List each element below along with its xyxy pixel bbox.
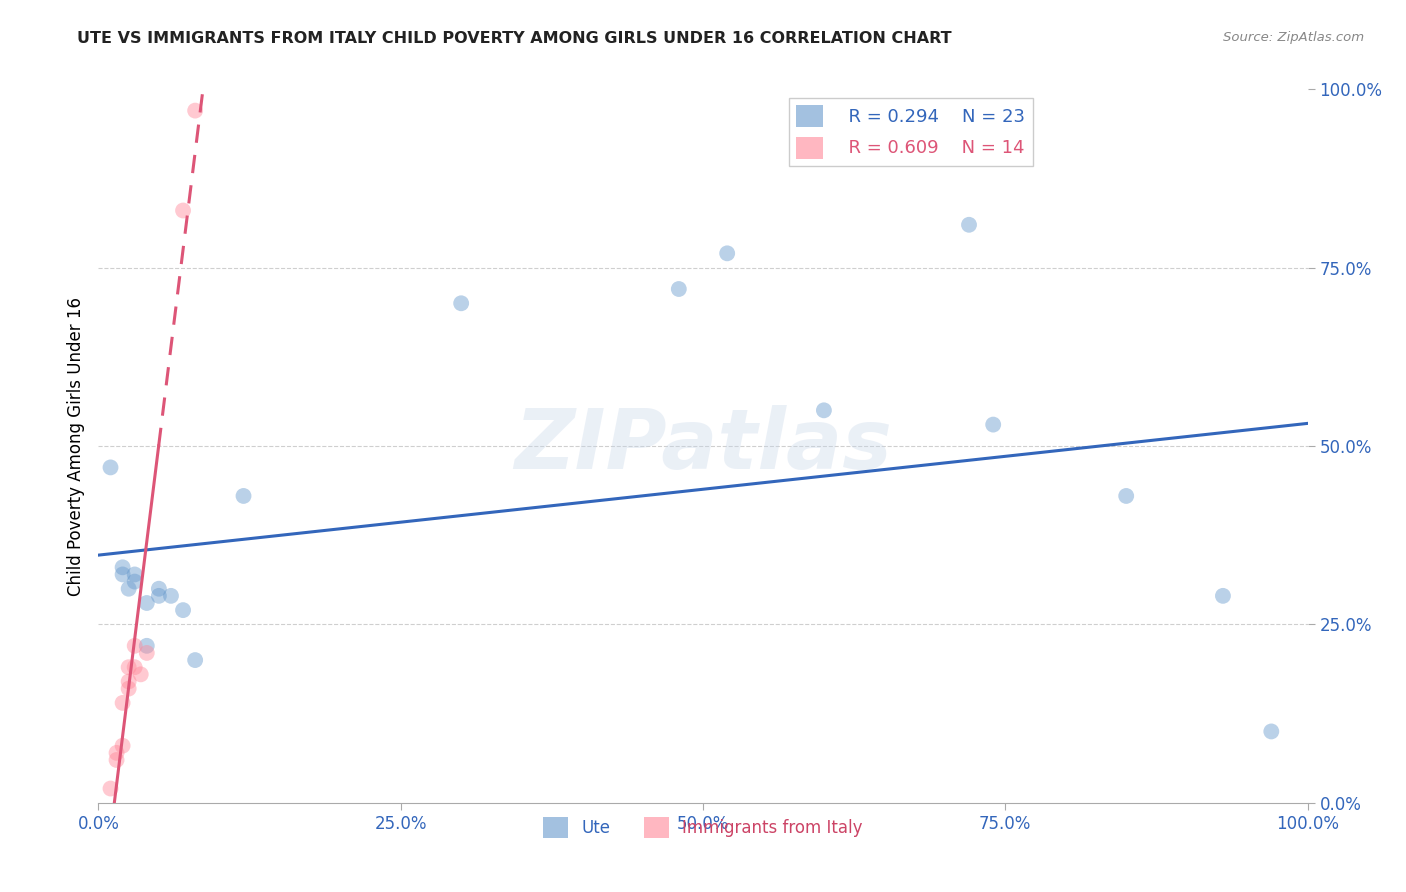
Point	[111, 696, 134, 710]
Point	[450, 296, 472, 310]
Text: Source: ZipAtlas.com: Source: ZipAtlas.com	[1223, 31, 1364, 45]
Point	[160, 589, 183, 603]
Text: ZIPatlas: ZIPatlas	[515, 406, 891, 486]
Point	[1212, 589, 1234, 603]
Point	[184, 103, 207, 118]
Point	[148, 582, 170, 596]
Legend: Ute, Immigrants from Italy: Ute, Immigrants from Italy	[537, 811, 869, 845]
Point	[105, 753, 128, 767]
Point	[172, 603, 194, 617]
Point	[135, 596, 157, 610]
Point	[1260, 724, 1282, 739]
Point	[129, 667, 152, 681]
Point	[184, 653, 207, 667]
Point	[232, 489, 254, 503]
Point	[111, 567, 134, 582]
Point	[124, 567, 146, 582]
Point	[118, 660, 141, 674]
Point	[981, 417, 1004, 432]
Text: UTE VS IMMIGRANTS FROM ITALY CHILD POVERTY AMONG GIRLS UNDER 16 CORRELATION CHAR: UTE VS IMMIGRANTS FROM ITALY CHILD POVER…	[77, 31, 952, 46]
Point	[100, 460, 122, 475]
Point	[124, 639, 146, 653]
Point	[118, 674, 141, 689]
Point	[105, 746, 128, 760]
Point	[111, 560, 134, 574]
Point	[813, 403, 835, 417]
Point	[135, 639, 157, 653]
Point	[148, 589, 170, 603]
Point	[716, 246, 738, 260]
Point	[172, 203, 194, 218]
Point	[118, 681, 141, 696]
Point	[957, 218, 980, 232]
Point	[111, 739, 134, 753]
Point	[124, 574, 146, 589]
Point	[1115, 489, 1137, 503]
Point	[118, 582, 141, 596]
Point	[668, 282, 690, 296]
Point	[124, 660, 146, 674]
Point	[100, 781, 122, 796]
Y-axis label: Child Poverty Among Girls Under 16: Child Poverty Among Girls Under 16	[66, 296, 84, 596]
Point	[135, 646, 157, 660]
